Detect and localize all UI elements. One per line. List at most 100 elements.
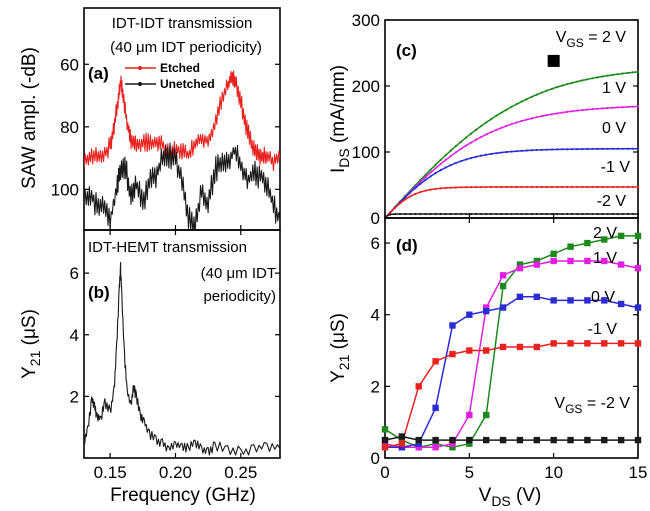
- data-point: [459, 186, 462, 189]
- data-point: [394, 206, 397, 209]
- data-point: [474, 212, 478, 216]
- data-point: [485, 212, 488, 216]
- data-point: [409, 195, 412, 198]
- data-point: [530, 185, 533, 189]
- panel-b-ylabel: Y21 (μS): [19, 309, 43, 379]
- data-point: [474, 138, 478, 141]
- data-point: [634, 304, 642, 311]
- panel-c-yticks: 0 100 200 300: [352, 11, 639, 228]
- data-point: [621, 72, 624, 75]
- series-label--1v: -1 V: [601, 159, 631, 176]
- data-point: [584, 257, 591, 265]
- data-point: [571, 148, 574, 151]
- data-point: [432, 436, 439, 444]
- data-point: [576, 80, 579, 83]
- data-point: [616, 147, 619, 150]
- data-point: [505, 212, 508, 216]
- data-point: [510, 185, 513, 189]
- data-point: [634, 264, 642, 272]
- data-point: [550, 113, 554, 116]
- data-point: [483, 307, 490, 315]
- data-point: [617, 261, 625, 268]
- data-point: [516, 264, 524, 272]
- data-point: [626, 212, 629, 216]
- data-point: [606, 106, 609, 110]
- data-point: [510, 212, 513, 216]
- data-point: [520, 185, 523, 189]
- data-point: [424, 212, 427, 216]
- data-point: [444, 186, 447, 190]
- data-point: [566, 148, 569, 151]
- data-point: [566, 212, 569, 216]
- data-point: [485, 121, 488, 124]
- legend-label-unetched: Unetched: [160, 77, 215, 91]
- data-point: [561, 212, 564, 216]
- data-point: [555, 212, 559, 216]
- data-point: [381, 440, 389, 447]
- series-line--1v: [384, 342, 638, 449]
- data-point: [606, 185, 609, 189]
- data-point: [429, 212, 432, 216]
- xtick-label: 0.25: [224, 463, 257, 482]
- data-point: [533, 257, 540, 265]
- data-point: [621, 147, 624, 150]
- xtick-label: 0.20: [159, 463, 192, 482]
- data-point: [499, 436, 507, 444]
- data-point: [621, 106, 624, 109]
- data-point: [601, 107, 604, 110]
- data-point: [616, 106, 619, 109]
- data-point: [576, 212, 579, 216]
- data-point: [485, 185, 488, 189]
- data-point: [636, 70, 640, 73]
- data-point: [429, 171, 432, 174]
- data-point: [631, 147, 635, 150]
- series-label-1v: 1 V: [593, 250, 617, 267]
- data-point: [381, 436, 389, 444]
- data-point: [483, 436, 490, 444]
- data-point: [550, 212, 554, 216]
- data-point: [540, 91, 543, 94]
- data-point: [561, 111, 564, 114]
- series-line-1v: [384, 260, 639, 449]
- data-point: [414, 186, 417, 190]
- data-point: [439, 162, 442, 166]
- data-point: [424, 173, 427, 176]
- data-point: [616, 212, 619, 216]
- ytick-label: 6: [70, 264, 79, 283]
- data-point: [545, 89, 549, 92]
- data-point: [584, 436, 591, 444]
- data-point: [505, 124, 508, 128]
- data-point: [495, 185, 498, 189]
- data-point: [388, 213, 392, 216]
- data-point: [490, 117, 493, 121]
- data-point: [429, 188, 432, 191]
- data-point: [464, 136, 468, 139]
- data-point: [535, 116, 538, 119]
- data-point: [535, 185, 538, 189]
- data-point: [586, 78, 589, 81]
- series-line-0v: [385, 296, 639, 449]
- series-label--2v: -2 V: [597, 193, 627, 210]
- ytick-label: 2: [70, 387, 79, 406]
- series-line-2v: [384, 235, 638, 449]
- data-point: [611, 147, 614, 150]
- series-label-0v: 0 V: [602, 120, 626, 137]
- data-point: [516, 261, 524, 268]
- series-label-0v: 0 V: [591, 289, 615, 306]
- data-point: [515, 185, 518, 189]
- data-point: [540, 115, 543, 118]
- data-point: [499, 272, 507, 279]
- panel-c-series-labels: VGS = 2 V 1 V 0 V -1 V -2 V: [556, 29, 631, 210]
- legend-label-etched: Etched: [160, 61, 200, 75]
- series-line-unetched: [84, 142, 280, 230]
- data-point: [409, 191, 412, 194]
- data-point: [545, 148, 549, 151]
- data-point: [464, 186, 468, 189]
- ytick-label: 60: [60, 55, 79, 74]
- data-point: [483, 411, 490, 419]
- data-point: [432, 444, 439, 451]
- data-point: [591, 108, 594, 111]
- data-point: [591, 77, 594, 80]
- data-point: [525, 98, 528, 101]
